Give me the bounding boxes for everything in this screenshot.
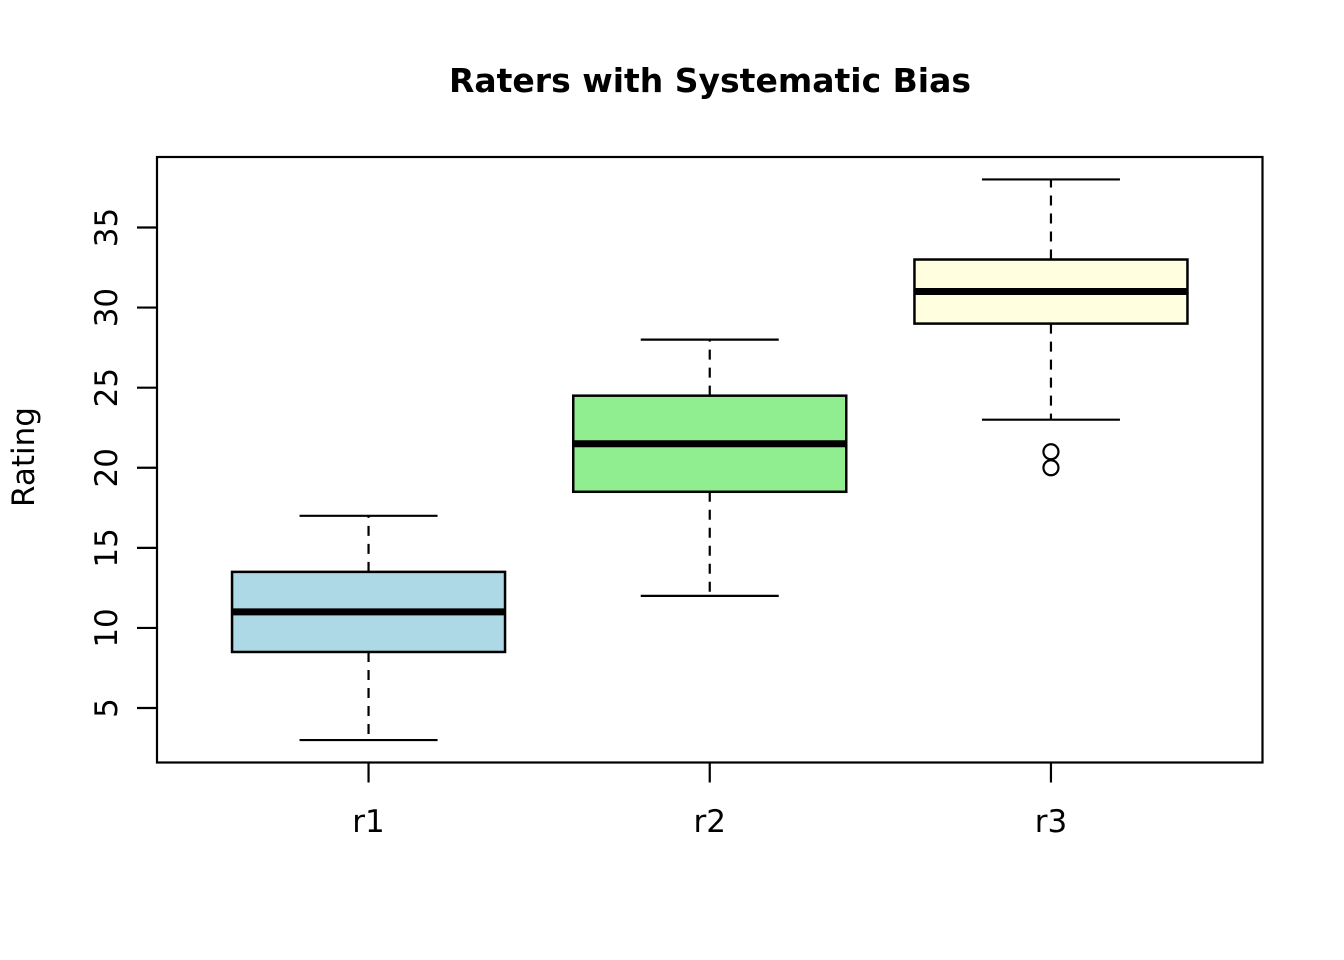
y-tick-label: 5 [89, 698, 125, 718]
x-tick-label: r3 [1035, 804, 1067, 840]
y-tick-label: 30 [89, 288, 125, 327]
x-tick-label: r2 [694, 804, 726, 840]
x-tick-label: r1 [352, 804, 384, 840]
y-tick-label: 15 [89, 528, 125, 567]
outlier-point [1042, 443, 1060, 461]
outlier-point [1042, 459, 1060, 477]
y-tick-label: 20 [89, 448, 125, 487]
y-tick-label: 10 [89, 608, 125, 647]
y-tick-label: 25 [89, 368, 125, 407]
chart-title: Raters with Systematic Bias [448, 61, 972, 100]
y-tick-label: 35 [89, 208, 125, 247]
